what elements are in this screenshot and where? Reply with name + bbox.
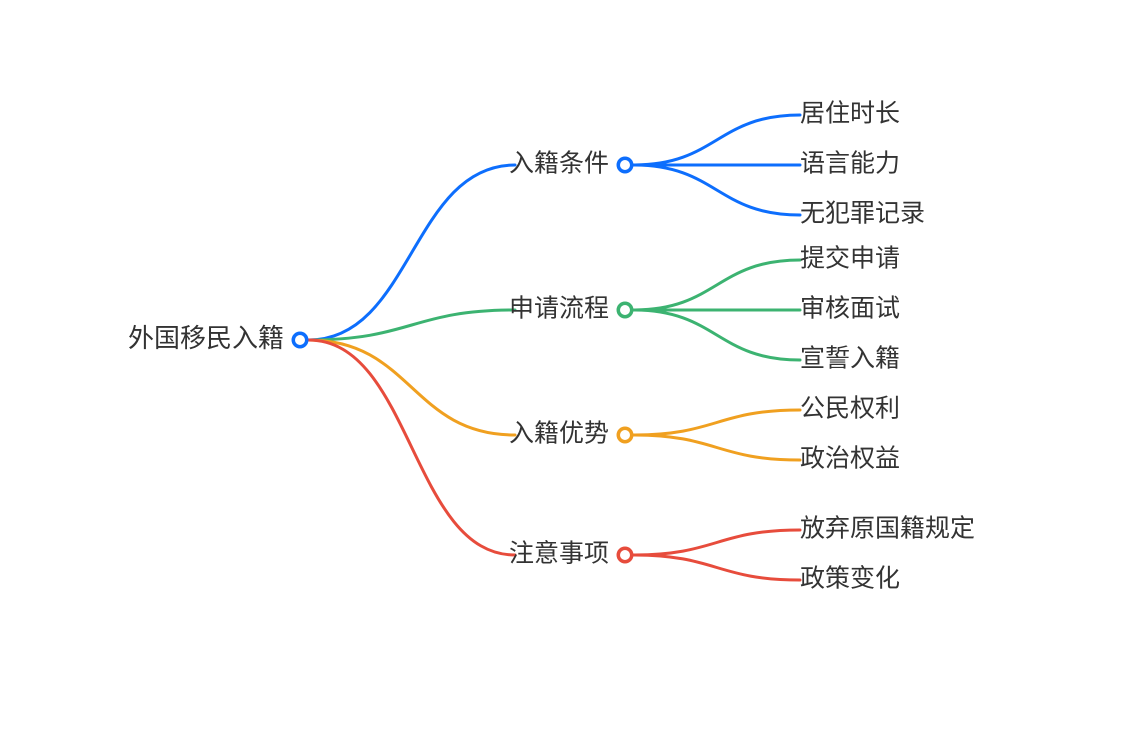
edge-root-to-b4 [309, 340, 516, 555]
edge-b4-to-b4l2 [634, 555, 801, 580]
leaf-label-b4l1: 放弃原国籍规定 [800, 515, 975, 543]
leaf-label-b1l2: 语言能力 [800, 150, 900, 178]
branch-node-b4 [617, 547, 634, 564]
edge-root-to-b3 [309, 340, 516, 435]
leaf-label-b1l1: 居住时长 [800, 100, 900, 128]
edge-b1-to-b1l3 [634, 165, 801, 215]
leaf-label-b3l2: 政治权益 [800, 445, 900, 473]
leaf-label-b2l1: 提交申请 [800, 245, 900, 273]
branch-node-b2 [617, 302, 634, 319]
leaf-label-b4l2: 政策变化 [800, 565, 900, 593]
branch-label-b2: 申请流程 [509, 295, 609, 323]
leaf-label-b1l3: 无犯罪记录 [800, 200, 925, 228]
branch-label-b1: 入籍条件 [509, 150, 609, 178]
branch-label-b3: 入籍优势 [509, 420, 609, 448]
edge-b4-to-b4l1 [634, 530, 801, 555]
edge-root-to-b2 [309, 310, 516, 340]
leaf-label-b3l1: 公民权利 [800, 395, 900, 423]
branch-node-b1 [617, 157, 634, 174]
mindmap-canvas: 外国移民入籍 入籍条件申请流程入籍优势注意事项 居住时长语言能力无犯罪记录提交申请审… [0, 0, 1130, 730]
edge-b2-to-b2l1 [634, 260, 801, 310]
root-label: 外国移民入籍 [128, 323, 284, 353]
branch-node-b3 [617, 427, 634, 444]
edge-b2-to-b2l3 [634, 310, 801, 360]
leaf-label-b2l2: 审核面试 [800, 295, 900, 323]
edge-b3-to-b3l2 [634, 435, 801, 460]
edge-b3-to-b3l1 [634, 410, 801, 435]
leaf-label-b2l3: 宣誓入籍 [800, 345, 900, 373]
root-node [292, 332, 309, 349]
branch-label-b4: 注意事项 [509, 540, 609, 568]
edge-b1-to-b1l1 [634, 115, 801, 165]
edge-root-to-b1 [309, 165, 516, 340]
